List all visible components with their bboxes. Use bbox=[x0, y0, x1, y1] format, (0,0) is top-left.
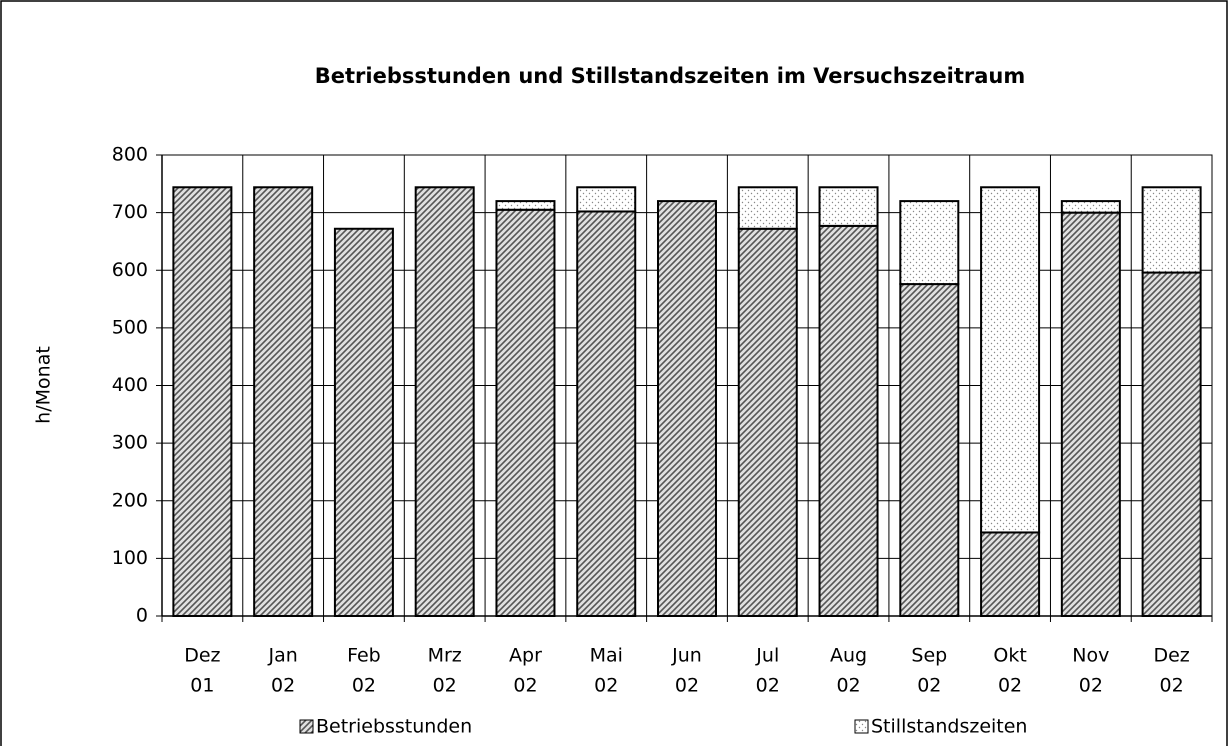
x-tick-label: Aug bbox=[830, 645, 867, 667]
bar-segment bbox=[818, 224, 879, 617]
bar-segment bbox=[899, 283, 960, 617]
x-tick-label: 02 bbox=[836, 675, 860, 697]
x-tick-label: Dez bbox=[1153, 645, 1189, 667]
bar-segment bbox=[980, 531, 1041, 617]
x-tick-label: Feb bbox=[347, 645, 381, 667]
x-tick-label: Jul bbox=[755, 645, 779, 667]
x-tick-label: Mrz bbox=[428, 645, 462, 667]
y-axis-label: h/Monat bbox=[33, 346, 55, 424]
x-tick-label: 01 bbox=[190, 675, 214, 697]
bar-segment bbox=[495, 200, 556, 211]
x-tick-label: 02 bbox=[1079, 675, 1103, 697]
x-tick-label: Apr bbox=[509, 645, 542, 667]
x-tick-label: Jun bbox=[671, 645, 702, 667]
y-tick-label: 100 bbox=[112, 547, 148, 569]
x-tick-label: 02 bbox=[917, 675, 941, 697]
bar-segment bbox=[172, 186, 233, 618]
x-tick-label: Jan bbox=[268, 645, 298, 667]
y-tick-label: 800 bbox=[112, 144, 148, 166]
bar-segment bbox=[657, 200, 717, 617]
bar-segment bbox=[576, 186, 637, 213]
x-tick-label: Nov bbox=[1072, 645, 1109, 667]
x-tick-label: Okt bbox=[993, 645, 1026, 667]
chart-title: Betriebsstunden und Stillstandszeiten im… bbox=[315, 64, 1026, 88]
y-tick-label: 400 bbox=[112, 374, 148, 396]
x-tick-label: 02 bbox=[513, 675, 537, 697]
y-tick-label: 700 bbox=[112, 201, 148, 223]
legend-swatch bbox=[299, 719, 314, 734]
x-tick-label: Mai bbox=[590, 645, 623, 667]
bar-segment bbox=[1141, 186, 1202, 274]
bar-segment bbox=[495, 208, 556, 617]
bar-segment bbox=[1141, 271, 1202, 617]
legend-label: Betriebsstunden bbox=[316, 716, 472, 738]
x-tick-label: 02 bbox=[675, 675, 699, 697]
y-tick-label: 0 bbox=[136, 605, 148, 627]
y-tick-label: 600 bbox=[112, 259, 148, 281]
x-tick-label: 02 bbox=[756, 675, 780, 697]
y-tick-label: 200 bbox=[112, 489, 148, 511]
bar-segment bbox=[1060, 200, 1121, 214]
bar-segment bbox=[333, 227, 394, 617]
bar-segment bbox=[899, 200, 960, 286]
x-tick-label: 02 bbox=[352, 675, 376, 697]
bar-segment bbox=[576, 210, 637, 617]
bar-segment bbox=[980, 186, 1041, 534]
x-tick-label: 02 bbox=[1160, 675, 1184, 697]
bar-segment bbox=[737, 227, 798, 617]
y-tick-label: 500 bbox=[112, 316, 148, 338]
bar-segment bbox=[414, 186, 475, 618]
bar-segment bbox=[818, 186, 879, 227]
legend-label: Stillstandszeiten bbox=[871, 716, 1027, 738]
x-tick-label: 02 bbox=[998, 675, 1022, 697]
x-tick-label: 02 bbox=[433, 675, 457, 697]
bar-segment bbox=[737, 186, 798, 230]
x-tick-label: Sep bbox=[911, 645, 947, 667]
x-tick-label: 02 bbox=[271, 675, 295, 697]
bar-segment bbox=[1060, 211, 1121, 617]
legend-swatch bbox=[854, 719, 869, 734]
x-tick-label: 02 bbox=[594, 675, 618, 697]
y-tick-label: 300 bbox=[112, 432, 148, 454]
bar-segment bbox=[253, 186, 314, 618]
x-tick-label: Dez bbox=[184, 645, 220, 667]
